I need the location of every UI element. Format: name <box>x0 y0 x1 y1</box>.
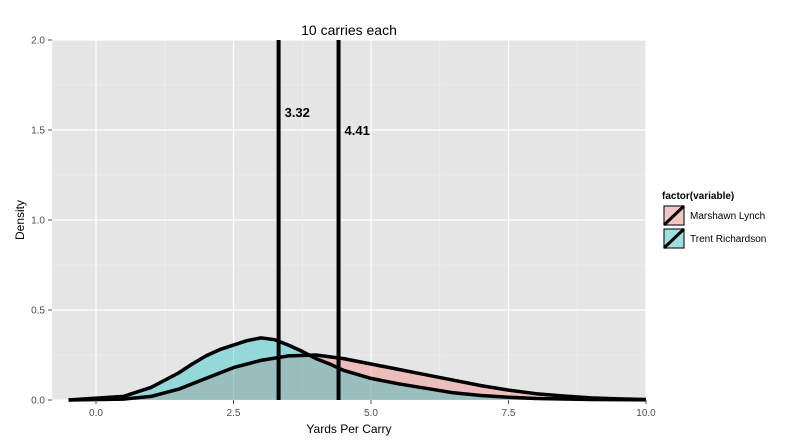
legend-stroke-marshawn-lynch <box>662 204 686 227</box>
x-tick-label: 2.5 <box>227 408 241 419</box>
density-line-trent-richardson <box>68 336 647 402</box>
y-tick-label: 0.5 <box>31 306 45 317</box>
legend-stroke-trent-richardson <box>662 227 686 250</box>
vertical-lines: 3.32 4.41 <box>276 40 370 400</box>
x-tick-label: 5.0 <box>364 408 378 419</box>
y-tick-label: 2.0 <box>31 36 45 47</box>
chart-title: 10 carries each <box>301 22 397 38</box>
density-areas <box>68 336 647 402</box>
legend-label-trent-richardson: Trent Richardson <box>690 234 766 245</box>
y-axis-ticks: 0.0 0.5 1.0 1.5 2.0 <box>31 36 52 407</box>
vline-label-4.41: 4.41 <box>345 123 370 138</box>
legend-label-marshawn-lynch: Marshawn Lynch <box>690 211 765 222</box>
y-tick-label: 0.0 <box>31 396 45 407</box>
x-axis-title: Yards Per Carry <box>306 422 391 436</box>
y-tick-label: 1.0 <box>31 216 45 227</box>
x-tick-label: 10.0 <box>636 408 656 419</box>
x-tick-label: 0.0 <box>89 408 103 419</box>
density-area-marshawn-lynch <box>68 355 646 400</box>
grid-lines <box>52 39 647 401</box>
legend-items: Marshawn Lynch Trent Richardson <box>662 204 766 250</box>
density-line-marshawn-lynch <box>68 353 647 402</box>
legend: factor(variable) Marshawn Lynch Trent Ric… <box>662 191 766 250</box>
vline-label-3.32: 3.32 <box>285 105 310 120</box>
y-axis-title: Density <box>13 200 27 240</box>
x-tick-label: 7.5 <box>502 408 516 419</box>
legend-title: factor(variable) <box>662 191 734 202</box>
y-tick-label: 1.5 <box>31 126 45 137</box>
x-axis-ticks: 0.0 2.5 5.0 7.5 10.0 <box>89 400 656 419</box>
